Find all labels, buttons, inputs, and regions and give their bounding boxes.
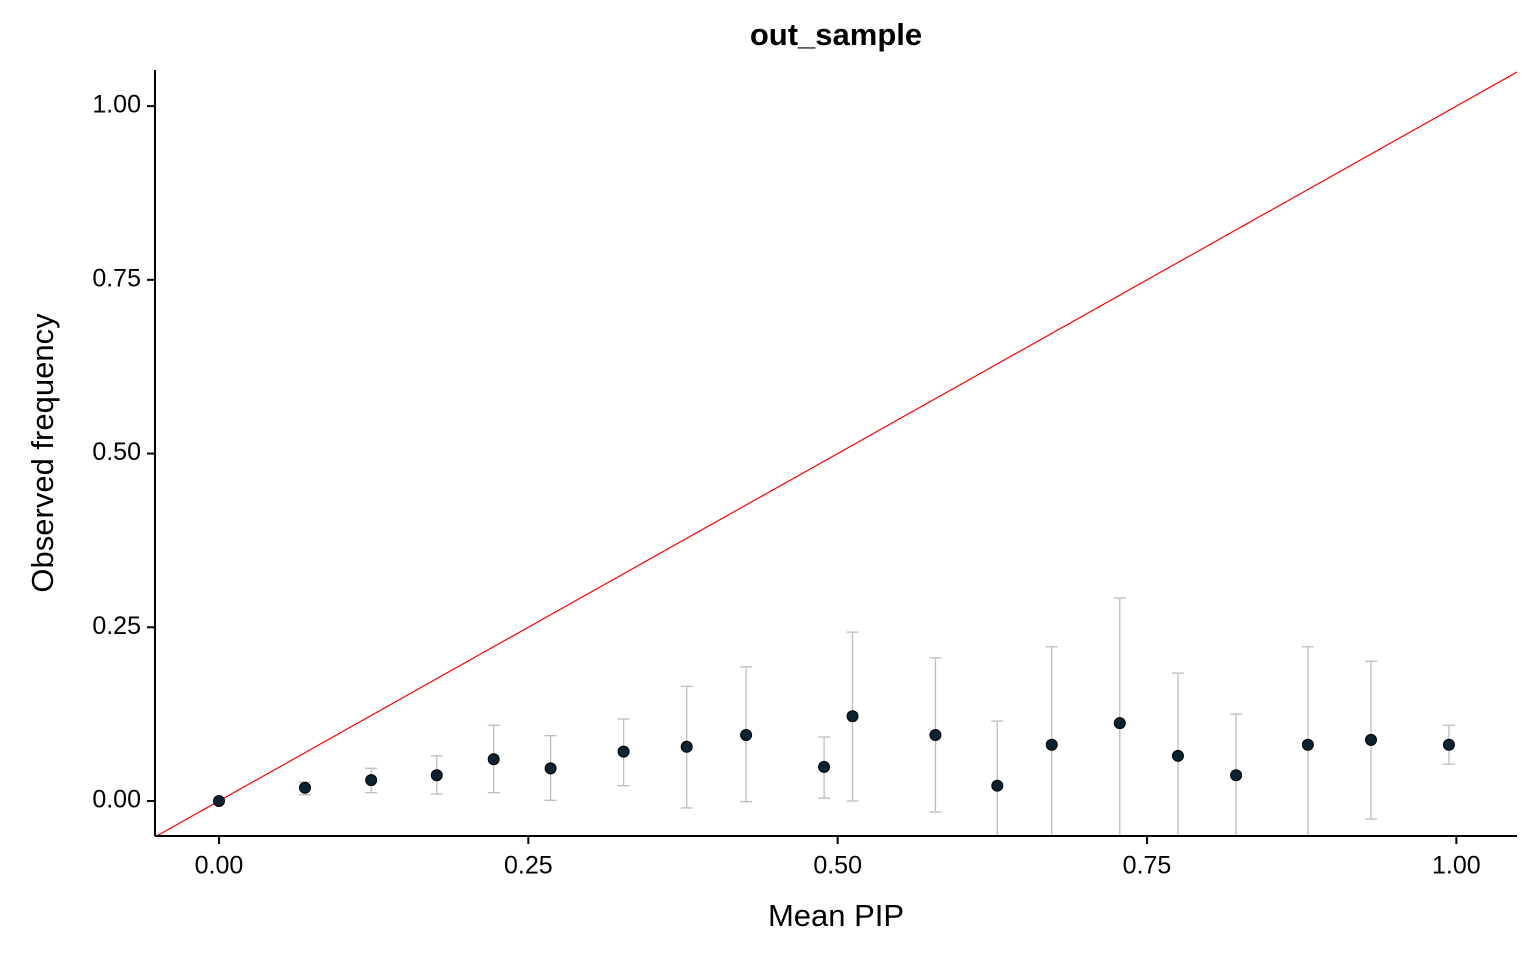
point xyxy=(298,781,311,794)
point xyxy=(1045,738,1058,751)
point xyxy=(1442,738,1455,751)
chart-title: out_sample xyxy=(750,17,922,52)
point xyxy=(1171,749,1184,762)
point xyxy=(680,740,693,753)
point xyxy=(846,710,859,723)
x-tick-label: 1.00 xyxy=(1432,852,1481,880)
point xyxy=(544,762,557,775)
x-tick-label: 0.00 xyxy=(195,852,244,880)
point xyxy=(1364,733,1377,746)
y-tick-label: 0.00 xyxy=(92,786,141,814)
y-tick-label: 0.75 xyxy=(92,264,141,292)
x-axis-title: Mean PIP xyxy=(768,898,904,933)
x-tick-label: 0.25 xyxy=(504,852,553,880)
y-tick-label: 1.00 xyxy=(92,91,141,119)
point xyxy=(1113,717,1126,730)
point xyxy=(929,728,942,741)
y-tick-label: 0.50 xyxy=(92,438,141,466)
point xyxy=(740,728,753,741)
point xyxy=(430,769,443,782)
point xyxy=(1301,738,1314,751)
point xyxy=(617,745,630,758)
x-tick-label: 0.75 xyxy=(1123,852,1172,880)
plot-area xyxy=(155,71,1517,836)
y-axis-title: Observed frequency xyxy=(25,313,60,593)
point xyxy=(365,774,378,787)
reference-line xyxy=(155,71,1517,836)
x-tick-label: 0.50 xyxy=(813,852,862,880)
point xyxy=(212,794,225,807)
point xyxy=(487,753,500,766)
point xyxy=(1230,769,1243,782)
point xyxy=(991,779,1004,792)
point xyxy=(818,760,831,773)
y-tick-label: 0.25 xyxy=(92,612,141,640)
